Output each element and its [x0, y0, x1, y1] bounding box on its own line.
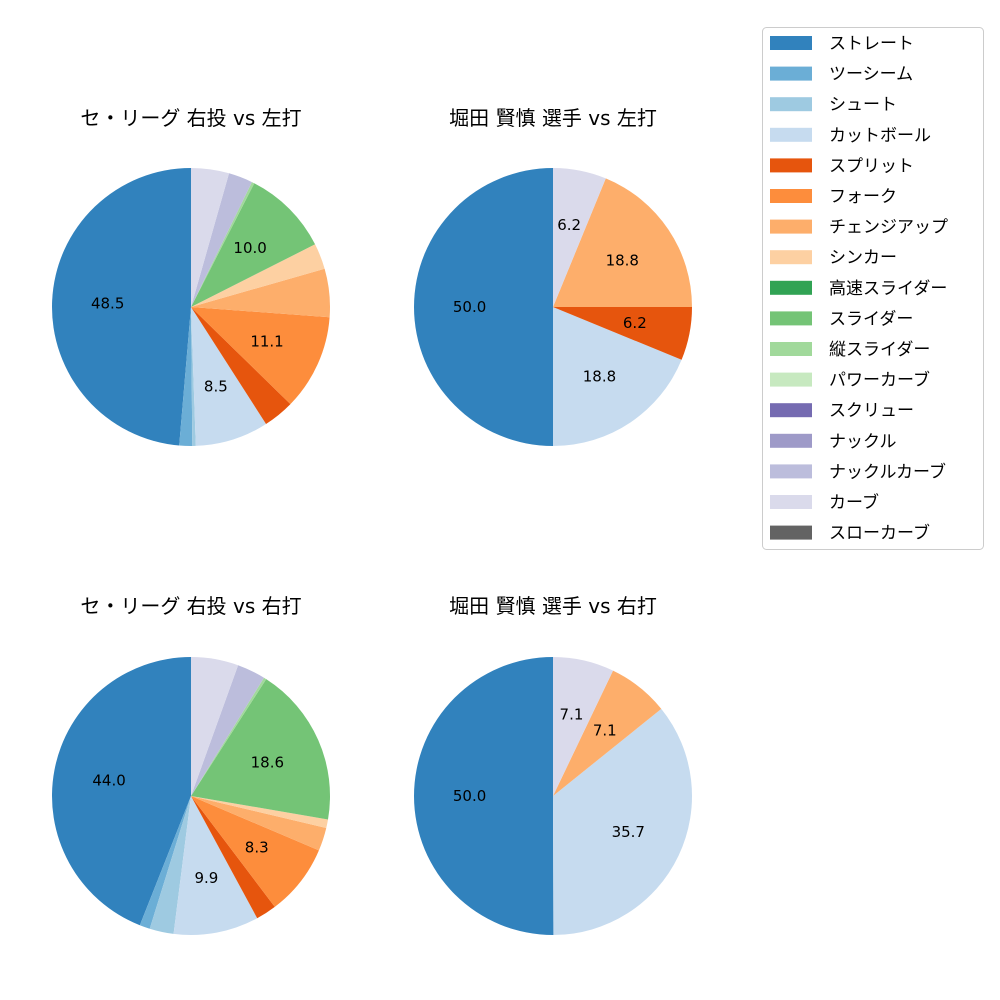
- pie-slice: [191, 307, 330, 405]
- slice-label: 48.5: [91, 294, 124, 312]
- slice-label: 50.0: [453, 787, 486, 805]
- legend-swatch: [770, 97, 812, 112]
- slice-label: 18.8: [606, 252, 639, 270]
- slice-label: 11.1: [250, 332, 283, 350]
- legend-frame: [762, 27, 984, 550]
- legend-label: スクリュー: [829, 401, 914, 421]
- pie-slice: [553, 708, 692, 935]
- pie-slice: [191, 796, 329, 829]
- pie-slice: [191, 307, 196, 446]
- pie-slice: [191, 307, 291, 424]
- pie-slice: [179, 307, 193, 446]
- pie-slice: [191, 183, 316, 307]
- legend-label: ストレート: [829, 34, 914, 54]
- legend-label: フォーク: [829, 187, 897, 207]
- slice-label: 18.6: [251, 753, 284, 771]
- legend-label: スローカーブ: [829, 523, 930, 544]
- pie-slice: [414, 168, 553, 446]
- slice-label: 44.0: [92, 771, 125, 789]
- pie-slice: [191, 173, 252, 307]
- pie-3: セ・リーグ 右投 vs 右打 44.0 9.9 8.3 18.6: [51, 594, 330, 935]
- pie-slice: [553, 307, 692, 360]
- legend-label: スライダー: [829, 309, 913, 329]
- legend-label: チェンジアップ: [829, 218, 948, 238]
- pie-slice: [191, 796, 275, 919]
- slice-label: 8.5: [204, 378, 228, 396]
- pie-1: セ・リーグ 右投 vs 左打 48.5 8.5 11.1 10.0: [51, 106, 330, 446]
- legend-swatch: [770, 219, 812, 234]
- pie-title: セ・リーグ 右投 vs 左打: [80, 106, 301, 130]
- legend-swatch: [770, 342, 812, 356]
- legend-label: カットボール: [829, 126, 931, 146]
- legend-swatch: [770, 250, 812, 265]
- pie-slice: [553, 178, 692, 307]
- pie-slice: [414, 657, 554, 935]
- pie-slice: [191, 665, 264, 796]
- pie-slice: [191, 677, 267, 796]
- legend-swatch: [770, 127, 812, 142]
- legend-swatch: [770, 433, 812, 448]
- legend-label: ナックル: [829, 432, 897, 452]
- legend-label: シュート: [829, 95, 897, 115]
- pie-slice: [191, 657, 239, 796]
- legend-swatch: [770, 372, 812, 387]
- pie-slice: [51, 168, 192, 446]
- slice-label: 6.2: [557, 216, 581, 234]
- legend-label: ツーシーム: [829, 65, 913, 85]
- legend-swatch: [770, 403, 812, 418]
- legend-swatch: [770, 158, 812, 173]
- legend-label: カーブ: [829, 492, 879, 513]
- legend-label: ナックルカーブ: [829, 461, 946, 482]
- pie-slice: [191, 244, 325, 307]
- legend-label: 高速スライダー: [829, 279, 947, 299]
- pie-slice: [191, 796, 327, 851]
- legend-swatch: [770, 189, 812, 203]
- legend: ストレートツーシームシュートカットボールスプリットフォークチェンジアップシンカー…: [762, 27, 984, 550]
- slice-label: 6.2: [623, 314, 647, 332]
- pie-slice: [191, 182, 255, 307]
- pie-slice: [191, 268, 330, 318]
- legend-swatch: [770, 36, 812, 50]
- slice-label: 7.1: [560, 706, 584, 724]
- slice-label: 9.9: [194, 869, 218, 887]
- slice-label: 50.0: [453, 298, 486, 316]
- pie-title: 堀田 賢慎 選手 vs 左打: [449, 106, 657, 130]
- pie-slice: [191, 168, 230, 307]
- legend-swatch: [770, 464, 812, 479]
- pie-slice: [553, 307, 682, 446]
- legend-label: スプリット: [829, 156, 914, 176]
- pie-slice: [173, 796, 258, 935]
- pie-slice: [139, 796, 191, 929]
- legend-swatch: [770, 525, 812, 540]
- legend-swatch: [770, 495, 812, 509]
- slice-label: 10.0: [233, 239, 266, 257]
- legend-label: シンカー: [829, 248, 897, 268]
- pie-slice: [553, 670, 662, 796]
- pie-slice: [191, 307, 267, 446]
- legend-swatch: [770, 311, 812, 326]
- slice-label: 18.8: [583, 367, 616, 385]
- pie-slice: [553, 657, 614, 796]
- slice-label: 35.7: [612, 823, 645, 841]
- pie-slice: [149, 796, 191, 934]
- pie-2: 堀田 賢慎 選手 vs 左打 50.0 18.8 6.2 18.8 6.2: [414, 106, 692, 446]
- legend-swatch: [770, 66, 812, 81]
- slice-label: 7.1: [593, 722, 617, 740]
- pie-title: 堀田 賢慎 選手 vs 右打: [449, 594, 657, 618]
- legend-label: 縦スライダー: [829, 340, 930, 360]
- pie-4: 堀田 賢慎 選手 vs 右打 50.0 35.7 7.1 7.1: [414, 594, 692, 935]
- legend-swatch: [770, 280, 812, 295]
- pie-title: セ・リーグ 右投 vs 右打: [80, 594, 301, 618]
- pie-slice: [51, 657, 191, 926]
- slice-label: 8.3: [245, 838, 269, 856]
- pie-slice: [191, 796, 319, 907]
- pie-slice: [191, 679, 330, 820]
- pie-slice: [553, 168, 606, 307]
- legend-label: パワーカーブ: [829, 370, 930, 391]
